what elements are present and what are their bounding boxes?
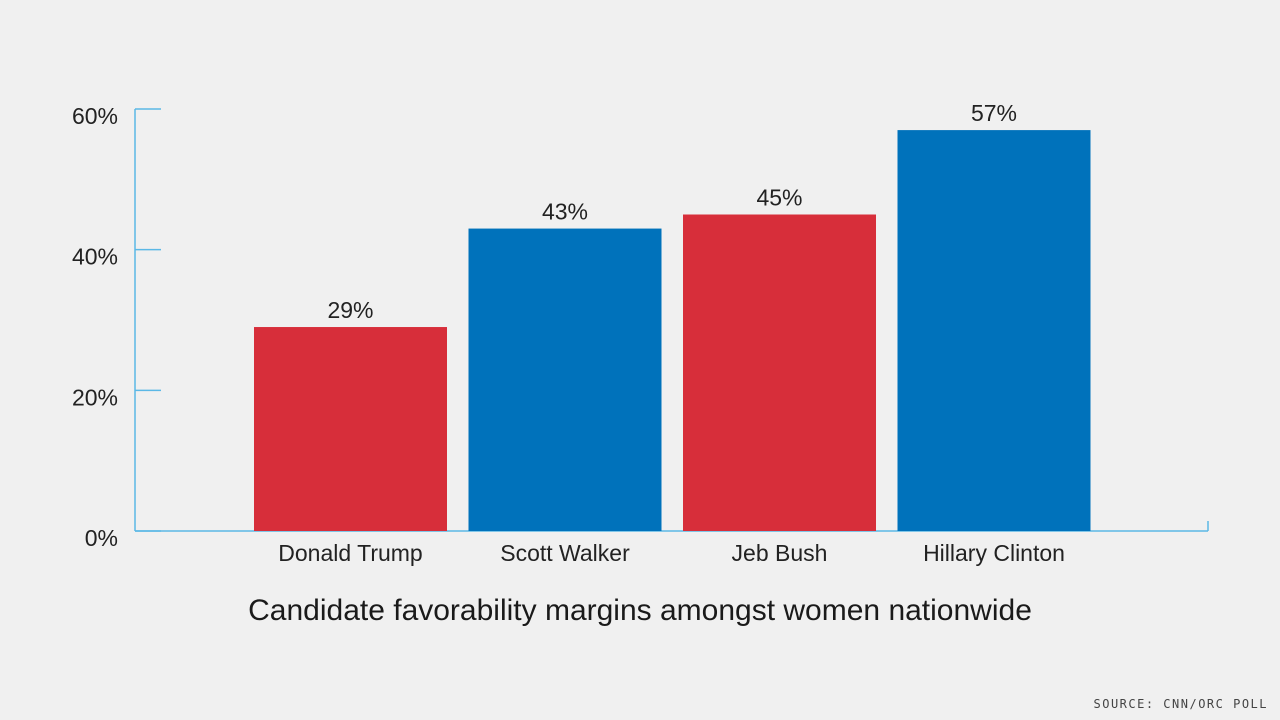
chart-bars [254,130,1091,532]
y-tick-label: 60% [72,103,118,129]
category-label: Hillary Clinton [923,540,1065,566]
bar [683,214,876,531]
bar-value-label: 57% [971,100,1017,126]
y-tick-label: 40% [72,244,118,270]
y-tick-label: 0% [85,525,118,551]
bar [468,228,662,532]
chart-title: Candidate favorability margins amongst w… [248,594,1032,627]
bar-value-label: 29% [327,297,373,323]
bar [897,130,1091,531]
category-label: Jeb Bush [732,540,828,566]
source-label: SOURCE: CNN/ORC POLL [1094,697,1269,711]
bar-value-label: 45% [756,185,802,211]
bar-value-label: 43% [542,199,588,225]
y-tick-label: 20% [72,384,118,410]
chart-labels: 0% 20% 40% 60% 29% Donald Trump 43% Scott Walke… [72,100,1065,566]
category-label: Donald Trump [278,540,422,566]
bar [254,327,447,531]
category-label: Scott Walker [500,540,630,566]
